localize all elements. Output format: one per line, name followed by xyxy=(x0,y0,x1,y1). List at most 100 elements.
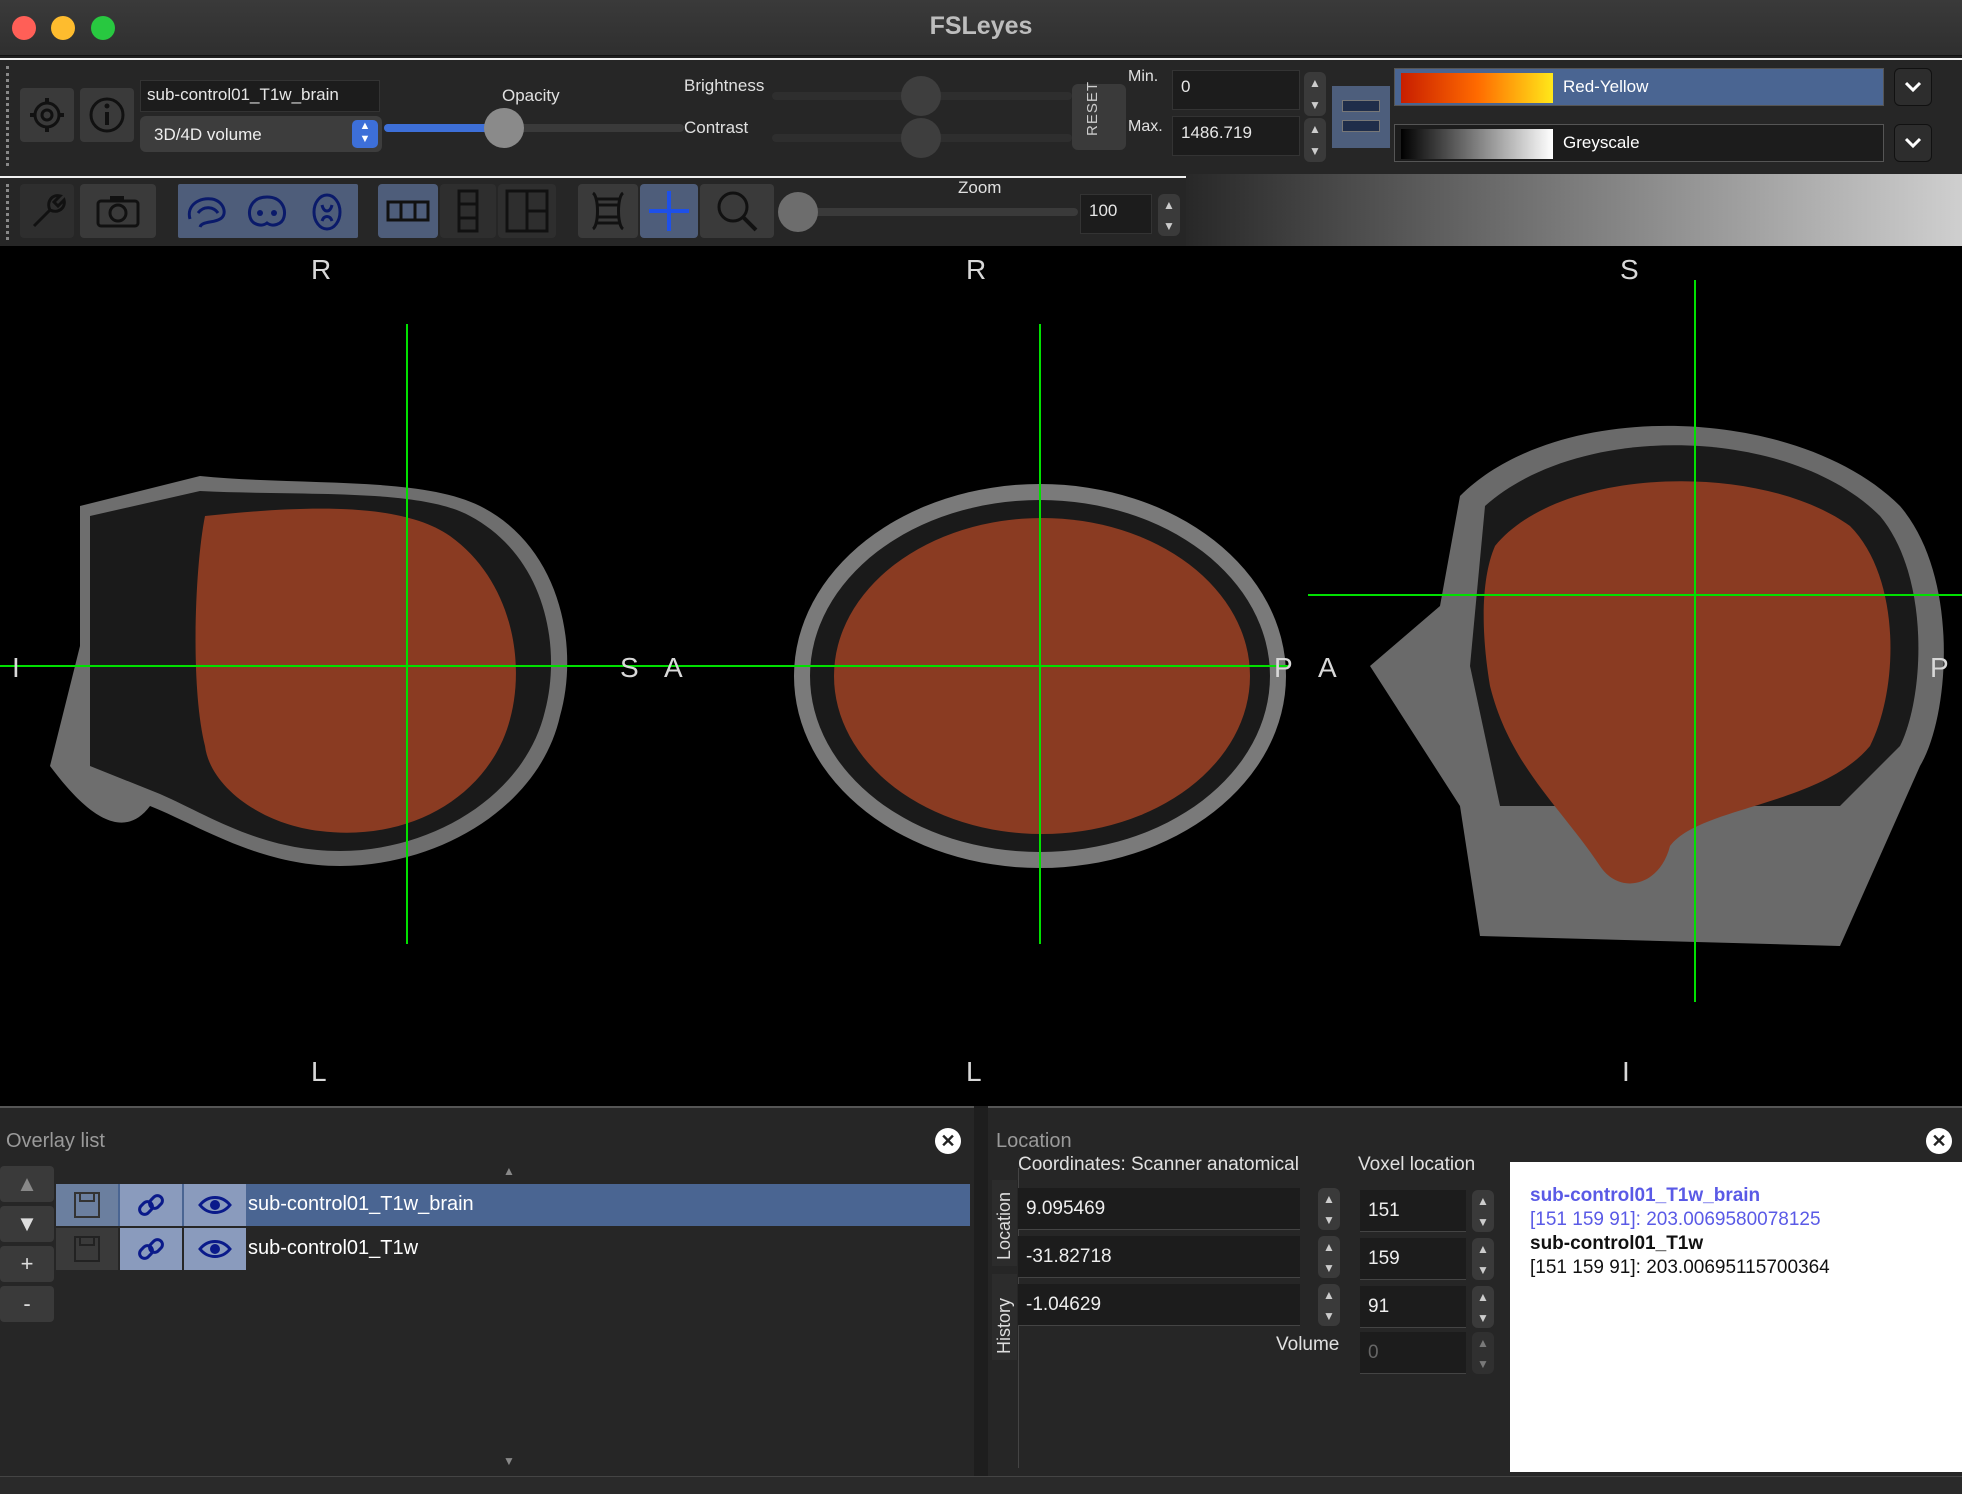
scroll-up-arrow[interactable]: ▲ xyxy=(503,1164,515,1178)
brain-slices-image xyxy=(0,280,1962,1002)
toggle-visibility-button[interactable] xyxy=(184,1228,246,1270)
add-overlay-button[interactable]: + xyxy=(0,1246,54,1282)
colormap-link-button[interactable] xyxy=(1332,86,1390,148)
overlay-type-value: 3D/4D volume xyxy=(154,125,262,144)
camera-icon xyxy=(96,196,140,228)
voxel-y-spinner[interactable]: ▲ ▼ xyxy=(1472,1238,1494,1280)
remove-overlay-button[interactable]: - xyxy=(0,1286,54,1322)
contrast-label: Contrast xyxy=(684,118,749,137)
secondary-colormap-dropdown[interactable] xyxy=(1894,124,1932,162)
view2-bottom-label: L xyxy=(966,1056,982,1087)
view3-left-label: A xyxy=(1318,652,1337,683)
red-yellow-swatch xyxy=(1401,73,1553,103)
gear-icon xyxy=(30,98,64,132)
brightness-slider-knob[interactable] xyxy=(901,76,941,116)
settings-button[interactable] xyxy=(20,88,74,142)
view3-right-label: P xyxy=(1930,652,1949,683)
save-overlay-button[interactable] xyxy=(56,1228,118,1270)
max-label: Max. xyxy=(1128,118,1163,135)
layout-grid-button[interactable] xyxy=(498,184,556,238)
voxel-x-spinner[interactable]: ▲ ▼ xyxy=(1472,1190,1494,1232)
overlay1-value: [151 159 91]: 203.0069580078125 xyxy=(1530,1209,1821,1230)
move-up-button[interactable]: ▲ xyxy=(0,1166,54,1202)
opacity-slider-knob[interactable] xyxy=(484,108,524,148)
coord-z-spinner[interactable]: ▲ ▼ xyxy=(1318,1284,1340,1326)
zoom-spinner[interactable]: ▲ ▼ xyxy=(1158,194,1180,236)
view1-slice xyxy=(50,476,568,866)
reset-button[interactable]: RESET xyxy=(1072,81,1126,150)
contrast-slider-knob[interactable] xyxy=(901,118,941,158)
overlay-display-toolbar: sub-control01_T1w_brain 3D/4D volume ▲ ▼ … xyxy=(0,58,1962,174)
eye-icon xyxy=(198,1196,232,1214)
floppy-icon xyxy=(74,1236,100,1262)
screenshot-button[interactable] xyxy=(80,184,156,238)
zoom-slider-track[interactable] xyxy=(784,208,1078,216)
toggle-visibility-button[interactable] xyxy=(184,1184,246,1226)
movie-mode-button[interactable] xyxy=(578,184,638,238)
overlay-row[interactable]: sub-control01_T1w xyxy=(56,1228,970,1270)
view1-left-label: I xyxy=(12,652,20,683)
view1-bottom-label: L xyxy=(311,1056,327,1087)
ortho-view-canvas[interactable]: R L I S R L A P S I A P xyxy=(0,246,1962,1106)
overlay-name-field[interactable]: sub-control01_T1w_brain xyxy=(140,80,380,112)
voxel-y-input[interactable]: 159 xyxy=(1360,1238,1466,1280)
min-input[interactable]: 0 xyxy=(1172,70,1300,110)
zoom-window-button[interactable] xyxy=(91,16,115,40)
window-title: FSLeyes xyxy=(929,12,1033,40)
tab-history[interactable]: History xyxy=(992,1274,1017,1360)
voxel-z-input[interactable]: 91 xyxy=(1360,1286,1466,1328)
zoom-slider-knob[interactable] xyxy=(778,192,818,232)
coord-y-input[interactable]: -31.82718 xyxy=(1018,1236,1300,1278)
view-settings-button[interactable] xyxy=(20,184,74,238)
toolbar-grip[interactable] xyxy=(6,66,10,166)
ortho-toolbar: Zoom 100 ▲ ▼ xyxy=(0,176,1186,246)
volume-spinner[interactable]: ▲ ▼ xyxy=(1472,1332,1494,1374)
min-spinner[interactable]: ▲ ▼ xyxy=(1304,72,1326,116)
coord-y-spinner[interactable]: ▲ ▼ xyxy=(1318,1236,1340,1278)
opacity-slider-track[interactable] xyxy=(384,124,684,132)
toolbar-grip[interactable] xyxy=(6,184,10,240)
coord-x-input[interactable]: 9.095469 xyxy=(1018,1188,1300,1230)
max-input[interactable]: 1486.719 xyxy=(1172,116,1300,156)
zoom-input[interactable]: 100 xyxy=(1080,194,1152,234)
sagittal-brain-icon[interactable] xyxy=(182,191,232,231)
view3-bottom-label: I xyxy=(1622,1056,1630,1087)
link-overlay-button[interactable] xyxy=(120,1228,182,1270)
volume-input[interactable]: 0 xyxy=(1360,1332,1466,1374)
location-info-box: sub-control01_T1w_brain [151 159 91]: 20… xyxy=(1510,1162,1962,1472)
wrench-icon xyxy=(32,194,66,228)
primary-colormap-dropdown[interactable] xyxy=(1894,68,1932,106)
primary-colormap-name: Red-Yellow xyxy=(1563,77,1649,96)
scroll-down-arrow[interactable]: ▼ xyxy=(503,1454,515,1468)
coord-x-spinner[interactable]: ▲ ▼ xyxy=(1318,1188,1340,1230)
close-location-button[interactable]: ✕ xyxy=(1926,1128,1952,1154)
voxel-x-input[interactable]: 151 xyxy=(1360,1190,1466,1232)
zoom-tool-button[interactable] xyxy=(700,184,774,238)
max-spinner[interactable]: ▲ ▼ xyxy=(1304,118,1326,162)
coronal-brain-icon[interactable] xyxy=(242,191,292,231)
grid-layout-icon xyxy=(505,189,549,233)
save-overlay-button[interactable] xyxy=(56,1184,118,1226)
film-icon xyxy=(591,191,625,231)
move-down-button[interactable]: ▼ xyxy=(0,1206,54,1242)
overlay-row[interactable]: sub-control01_T1w_brain xyxy=(56,1184,970,1226)
secondary-colormap-name: Greyscale xyxy=(1563,133,1640,152)
coord-z-input[interactable]: -1.04629 xyxy=(1018,1284,1300,1326)
close-window-button[interactable] xyxy=(12,16,36,40)
tab-location[interactable]: Location xyxy=(992,1180,1017,1266)
layout-vertical-button[interactable] xyxy=(440,184,496,238)
view1-right-label: S xyxy=(620,652,639,683)
close-overlay-list-button[interactable]: ✕ xyxy=(935,1128,961,1154)
chevron-down-icon xyxy=(1904,137,1922,149)
crosshair-icon xyxy=(649,191,689,231)
link-overlay-button[interactable] xyxy=(120,1184,182,1226)
voxel-z-spinner[interactable]: ▲ ▼ xyxy=(1472,1286,1494,1328)
axial-brain-icon[interactable] xyxy=(302,191,352,231)
overlay-type-select[interactable]: 3D/4D volume ▲ ▼ xyxy=(140,116,382,152)
layout-horizontal-button[interactable] xyxy=(378,184,438,238)
info-button[interactable] xyxy=(80,88,134,142)
crosshair-toggle-button[interactable] xyxy=(640,184,698,238)
secondary-colormap-select[interactable]: Greyscale xyxy=(1394,124,1884,162)
primary-colormap-select[interactable]: Red-Yellow xyxy=(1394,68,1884,106)
minimize-window-button[interactable] xyxy=(51,16,75,40)
